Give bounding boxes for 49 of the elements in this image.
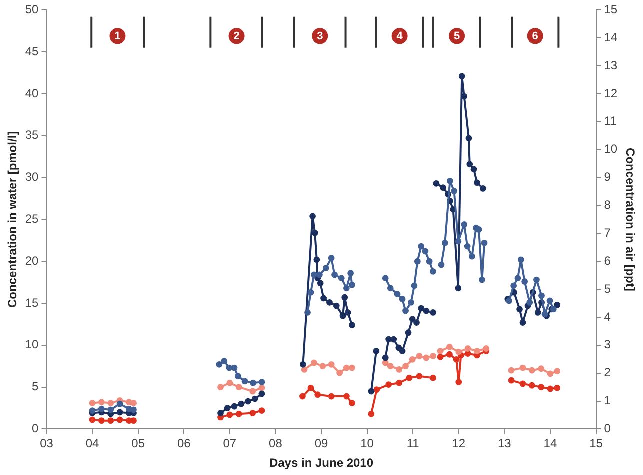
y2-tick-label: 15 <box>604 2 618 17</box>
y2-tick-label: 0 <box>604 422 612 436</box>
y-tick-label: 15 <box>25 296 40 310</box>
y2-tick-label: 6 <box>604 254 612 268</box>
x-tick-label: 04 <box>86 436 100 451</box>
y-tick-label: 5 <box>32 380 40 394</box>
y2-tick-label: 14 <box>604 30 618 44</box>
y2-tick-label: 13 <box>604 58 618 72</box>
y2-tick-label: 1 <box>604 394 612 408</box>
y-tick-label: 0 <box>32 422 40 436</box>
x-tick-label: 15 <box>590 436 604 451</box>
x-tick-label: 14 <box>544 436 558 451</box>
x-tick-label: 06 <box>177 436 192 451</box>
x-tick-label: 11 <box>406 436 420 451</box>
x-tick-label: 09 <box>314 436 328 451</box>
x-tick-label: 13 <box>498 436 512 451</box>
y-tick-label: 50 <box>25 2 40 17</box>
y2-tick-label: 11 <box>604 114 618 128</box>
y2-axis-title: Concentration in air [ppt] <box>623 148 638 292</box>
annotation: 3 <box>317 30 324 43</box>
y2-tick-label: 4 <box>604 310 612 324</box>
x-tick-label: 08 <box>269 436 283 451</box>
y-axis-title: Concentration in water [pmol/l] <box>6 131 20 308</box>
annotation: 4 <box>396 30 404 43</box>
x-axis-title: Days in June 2010 <box>269 456 374 470</box>
y2-tick-label: 8 <box>604 198 612 212</box>
y2-tick-label: 7 <box>604 226 612 240</box>
y-tick-label: 45 <box>25 44 40 58</box>
y2-tick-label: 5 <box>604 282 612 296</box>
annotation: 1 <box>114 30 121 43</box>
y-tick-label: 35 <box>25 128 40 142</box>
y-tick-label: 10 <box>25 338 40 352</box>
x-tick-label: 10 <box>360 436 374 451</box>
y2-tick-label: 3 <box>604 338 612 352</box>
y2-tick-label: 9 <box>604 170 612 184</box>
y2-tick-label: 12 <box>604 86 618 100</box>
y-tick-label: 40 <box>25 86 40 100</box>
y-tick-label: 25 <box>25 212 40 226</box>
x-tick-label: 12 <box>452 436 466 451</box>
x-tick-label: 05 <box>132 436 146 451</box>
y2-tick-label: 2 <box>604 366 612 380</box>
x-tick-label: 03 <box>40 436 54 451</box>
annotation: 6 <box>532 30 538 43</box>
x-tick-label: 07 <box>223 436 237 451</box>
annotation: 5 <box>454 30 460 43</box>
annotation: 2 <box>234 30 240 43</box>
y-tick-label: 30 <box>25 170 40 184</box>
y-tick-label: 20 <box>25 254 40 268</box>
y2-tick-label: 10 <box>604 142 618 156</box>
